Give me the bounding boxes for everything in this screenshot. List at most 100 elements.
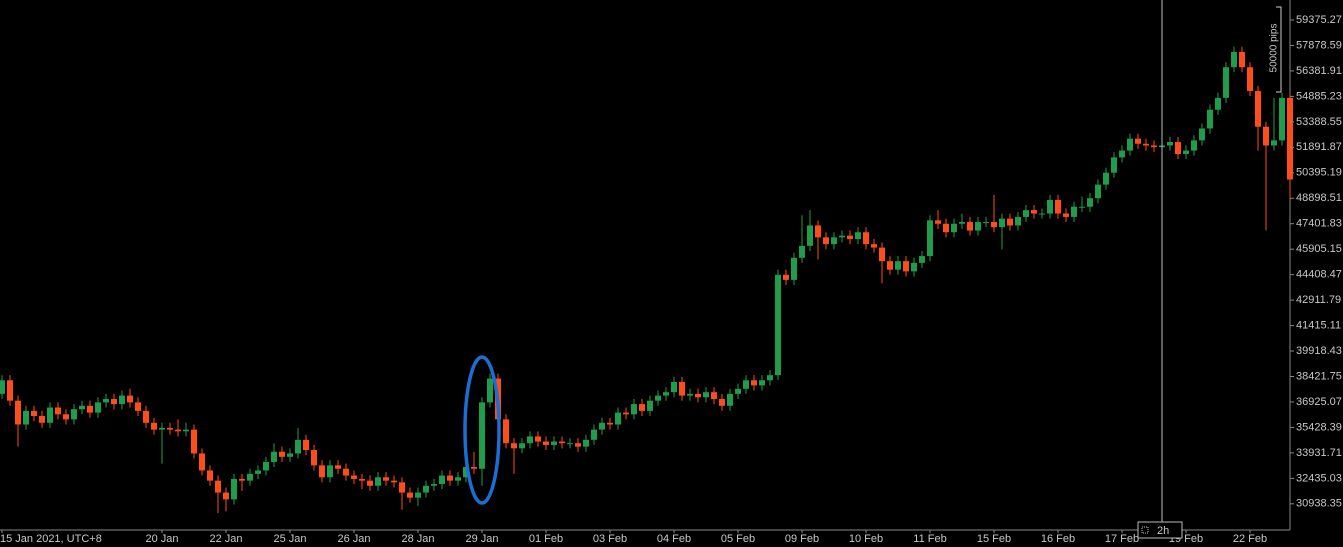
candle-body xyxy=(887,261,893,270)
candle-body xyxy=(39,416,45,423)
candle-body xyxy=(295,439,301,454)
candle-body xyxy=(647,400,653,411)
candle-body xyxy=(1063,213,1069,217)
candle-body xyxy=(71,409,77,420)
candle-body xyxy=(583,439,589,447)
x-tick-label: 15 Feb xyxy=(977,533,1011,545)
candle-body xyxy=(1271,140,1277,146)
candle-body xyxy=(927,220,933,257)
candle-body xyxy=(855,232,861,240)
candle-body xyxy=(919,256,925,263)
candle-body xyxy=(31,410,37,417)
candle-body xyxy=(1223,67,1229,98)
candle-body xyxy=(287,453,293,457)
y-tick-label: 36925.07 xyxy=(1296,396,1342,408)
candle-body xyxy=(1007,218,1013,226)
candle-body xyxy=(863,232,869,245)
candle-body xyxy=(407,492,413,498)
candle-body xyxy=(279,451,285,457)
candle-body xyxy=(447,475,453,481)
candle-body xyxy=(319,465,325,478)
y-tick-label: 41415.11 xyxy=(1296,319,1341,331)
candle-body xyxy=(823,237,829,245)
candle-body xyxy=(623,412,629,415)
candle-body xyxy=(1231,51,1237,68)
candle-body xyxy=(63,414,69,420)
candle-body xyxy=(455,477,461,481)
candle-body xyxy=(983,222,989,224)
candle-body xyxy=(527,436,533,444)
candle-body xyxy=(1071,206,1077,217)
x-tick-label: 25 Jan xyxy=(273,533,306,545)
candle-body xyxy=(783,274,789,280)
candle-body xyxy=(839,235,845,238)
candle-body xyxy=(343,468,349,476)
crosshair-label: 2h xyxy=(1157,525,1169,537)
candle-body xyxy=(607,422,613,425)
candle-body xyxy=(479,402,485,469)
candle-body xyxy=(247,473,253,481)
candle-body xyxy=(639,404,645,411)
x-tick-label: 15 Jan 2021, UTC+8 xyxy=(0,533,102,545)
candle-body xyxy=(7,380,13,401)
candle-body xyxy=(311,450,317,466)
candle-body xyxy=(551,441,557,445)
candle-body xyxy=(959,222,965,224)
candle-body xyxy=(95,402,101,413)
candle-body xyxy=(727,393,733,406)
candle-body xyxy=(215,480,221,493)
candle-body xyxy=(79,405,85,410)
candle-body xyxy=(303,439,309,451)
candle-body xyxy=(159,427,165,430)
candle-body xyxy=(1087,198,1093,207)
y-tick-label: 47401.83 xyxy=(1296,218,1342,230)
candle-body xyxy=(535,436,541,442)
candle-body xyxy=(1039,213,1045,215)
candle-body xyxy=(1015,216,1021,226)
candle-body xyxy=(1111,157,1117,173)
x-tick-label: 11 Feb xyxy=(913,533,946,545)
measure-bracket xyxy=(1276,6,1282,93)
candle-body xyxy=(327,465,333,478)
candle-body xyxy=(471,467,477,469)
candle-body xyxy=(679,381,685,396)
candle-body xyxy=(1135,138,1141,144)
y-tick-label: 45905.15 xyxy=(1296,243,1342,255)
candle-body xyxy=(743,380,749,389)
candle-body xyxy=(1167,142,1173,146)
candle-body xyxy=(511,443,517,449)
candle-body xyxy=(975,222,981,231)
candle-body xyxy=(591,429,597,440)
y-tick-label: 48898.51 xyxy=(1296,192,1342,204)
candle-body xyxy=(751,380,757,386)
x-tick-label: 22 Jan xyxy=(209,533,242,545)
candle-body xyxy=(807,225,813,246)
candle-body xyxy=(351,475,357,479)
x-tick-label: 04 Feb xyxy=(657,533,691,545)
candle-body xyxy=(759,380,765,386)
candle-body xyxy=(0,380,5,394)
candle-body xyxy=(1263,126,1269,146)
candle-body xyxy=(375,477,381,486)
candle-body xyxy=(1119,150,1125,158)
candle-body xyxy=(239,478,245,481)
candle-body xyxy=(519,443,525,449)
candle-body xyxy=(135,402,141,411)
candle-body xyxy=(231,478,237,500)
candle-body xyxy=(711,392,717,399)
candle-body xyxy=(799,245,805,258)
candle-body xyxy=(1191,140,1197,151)
candle-body xyxy=(15,400,21,425)
candles xyxy=(0,46,1293,513)
y-tick-label: 50395.19 xyxy=(1296,167,1342,179)
y-tick-label: 56381.91 xyxy=(1296,65,1342,77)
candle-body xyxy=(791,257,797,280)
candle-body xyxy=(1023,210,1029,217)
candle-body xyxy=(951,223,957,233)
candle-body xyxy=(567,443,573,445)
x-tick-label: 10 Feb xyxy=(849,533,883,545)
candle-body xyxy=(23,410,29,425)
candle-body xyxy=(559,441,565,444)
candle-body xyxy=(999,218,1005,228)
y-tick-label: 59375.27 xyxy=(1296,14,1342,26)
